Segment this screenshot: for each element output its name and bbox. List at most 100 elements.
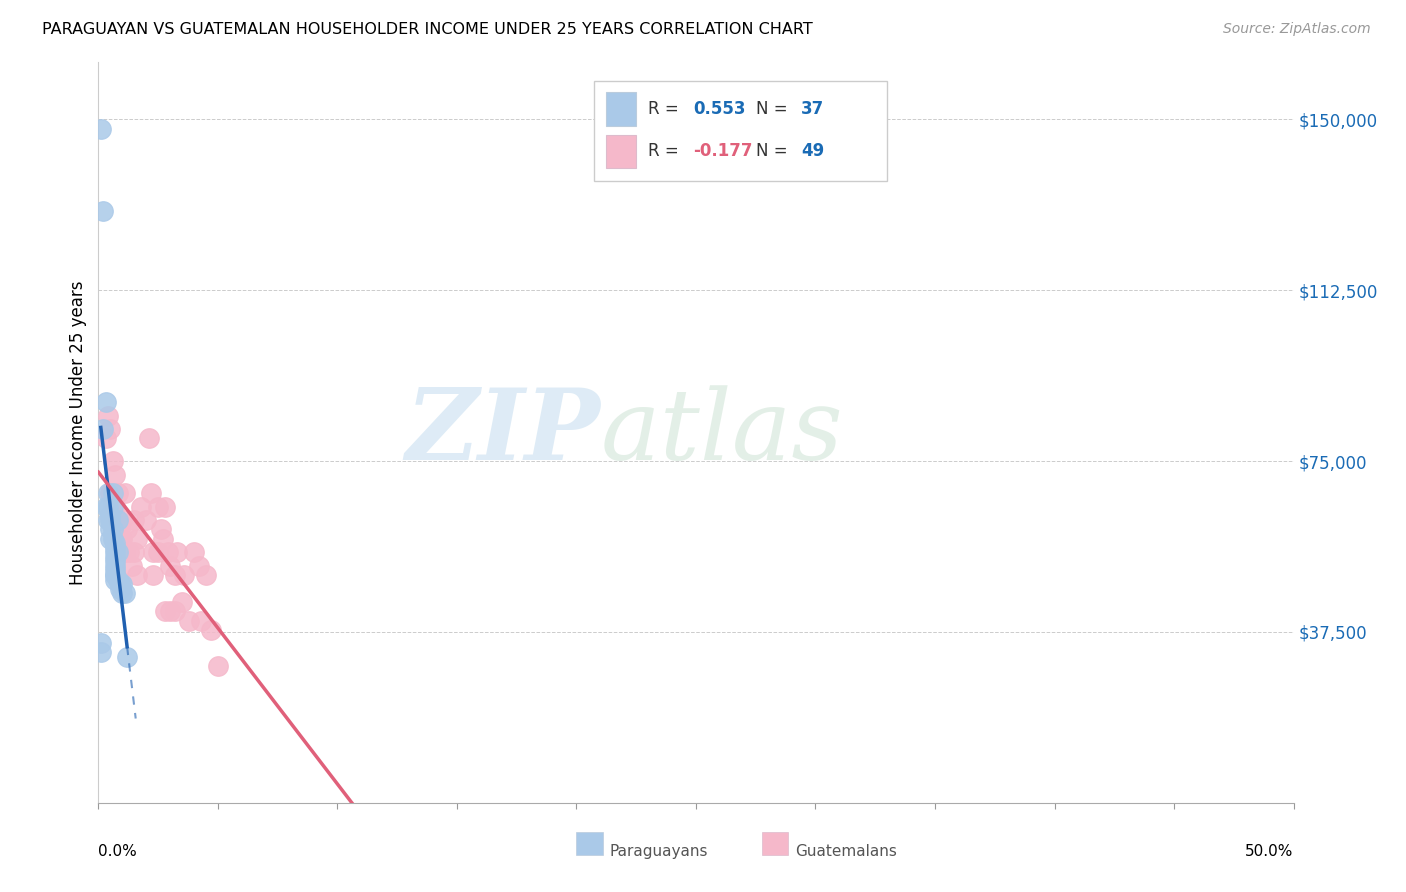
Point [114,486,136,500]
Text: ZIP: ZIP [405,384,600,481]
Point [190,614,212,628]
Text: Guatemalans: Guatemalans [796,844,897,858]
Point [104,536,127,550]
Y-axis label: Householder Income Under 25 years: Householder Income Under 25 years [69,280,87,585]
Point [104,568,127,582]
Point [108,582,131,596]
Point [138,431,160,445]
Point [149,523,172,537]
Point [104,541,127,555]
FancyBboxPatch shape [595,81,887,181]
Text: Source: ZipAtlas.com: Source: ZipAtlas.com [1223,22,1371,37]
Point [91,203,114,218]
Point [94,395,117,409]
Point [200,623,222,637]
Point [90,645,112,659]
Text: -0.177: -0.177 [693,143,754,161]
Point [166,545,188,559]
Point [101,532,124,546]
Text: 50.0%: 50.0% [1246,844,1294,858]
Point [107,513,129,527]
Text: atlas: atlas [600,385,844,480]
Point [111,532,134,546]
Point [104,554,127,568]
Point [90,121,112,136]
Point [125,532,148,546]
Point [207,659,229,673]
Point [114,545,136,559]
Point [114,586,136,600]
Point [115,650,138,665]
Point [142,545,165,559]
Point [108,523,131,537]
Text: N =: N = [756,100,793,118]
Point [187,558,209,573]
Point [111,577,134,591]
Point [124,513,146,527]
Point [104,467,127,482]
FancyBboxPatch shape [606,135,637,168]
Point [115,523,138,537]
Point [94,500,117,514]
Point [163,568,186,582]
Point [111,586,134,600]
Point [91,422,114,436]
Point [159,604,181,618]
Point [97,409,120,423]
Point [108,536,131,550]
Point [148,500,170,514]
Point [163,604,186,618]
Point [98,486,122,500]
Point [98,513,122,527]
Text: 0.553: 0.553 [693,100,747,118]
Point [125,568,148,582]
Point [155,500,177,514]
Text: R =: R = [648,100,685,118]
Point [159,558,181,573]
Point [148,545,170,559]
Text: 0.0%: 0.0% [98,844,138,858]
Point [179,614,201,628]
Text: N =: N = [756,143,793,161]
Point [104,545,127,559]
FancyBboxPatch shape [606,93,637,126]
Point [135,513,157,527]
Point [195,568,218,582]
Point [142,568,165,582]
Point [97,500,120,514]
Point [155,604,177,618]
Point [98,508,122,523]
Point [98,532,122,546]
Point [90,636,112,650]
Point [104,549,127,564]
Point [118,545,141,559]
Point [94,431,117,445]
Point [108,577,131,591]
Point [124,545,146,559]
Text: R =: R = [648,143,685,161]
Point [104,564,127,578]
Point [104,568,127,582]
Point [131,500,153,514]
FancyBboxPatch shape [576,832,603,855]
Point [183,545,205,559]
Point [104,573,127,587]
FancyBboxPatch shape [762,832,787,855]
Point [107,513,129,527]
Point [111,513,134,527]
Point [101,523,124,537]
Point [107,545,129,559]
Point [107,486,129,500]
Point [98,523,122,537]
Point [107,573,129,587]
Text: 49: 49 [801,143,824,161]
Text: Paraguayans: Paraguayans [610,844,709,858]
Point [172,595,194,609]
Point [97,513,120,527]
Point [101,454,124,468]
Point [156,545,179,559]
Point [101,486,124,500]
Point [173,568,195,582]
Text: 37: 37 [801,100,824,118]
Point [104,558,127,573]
